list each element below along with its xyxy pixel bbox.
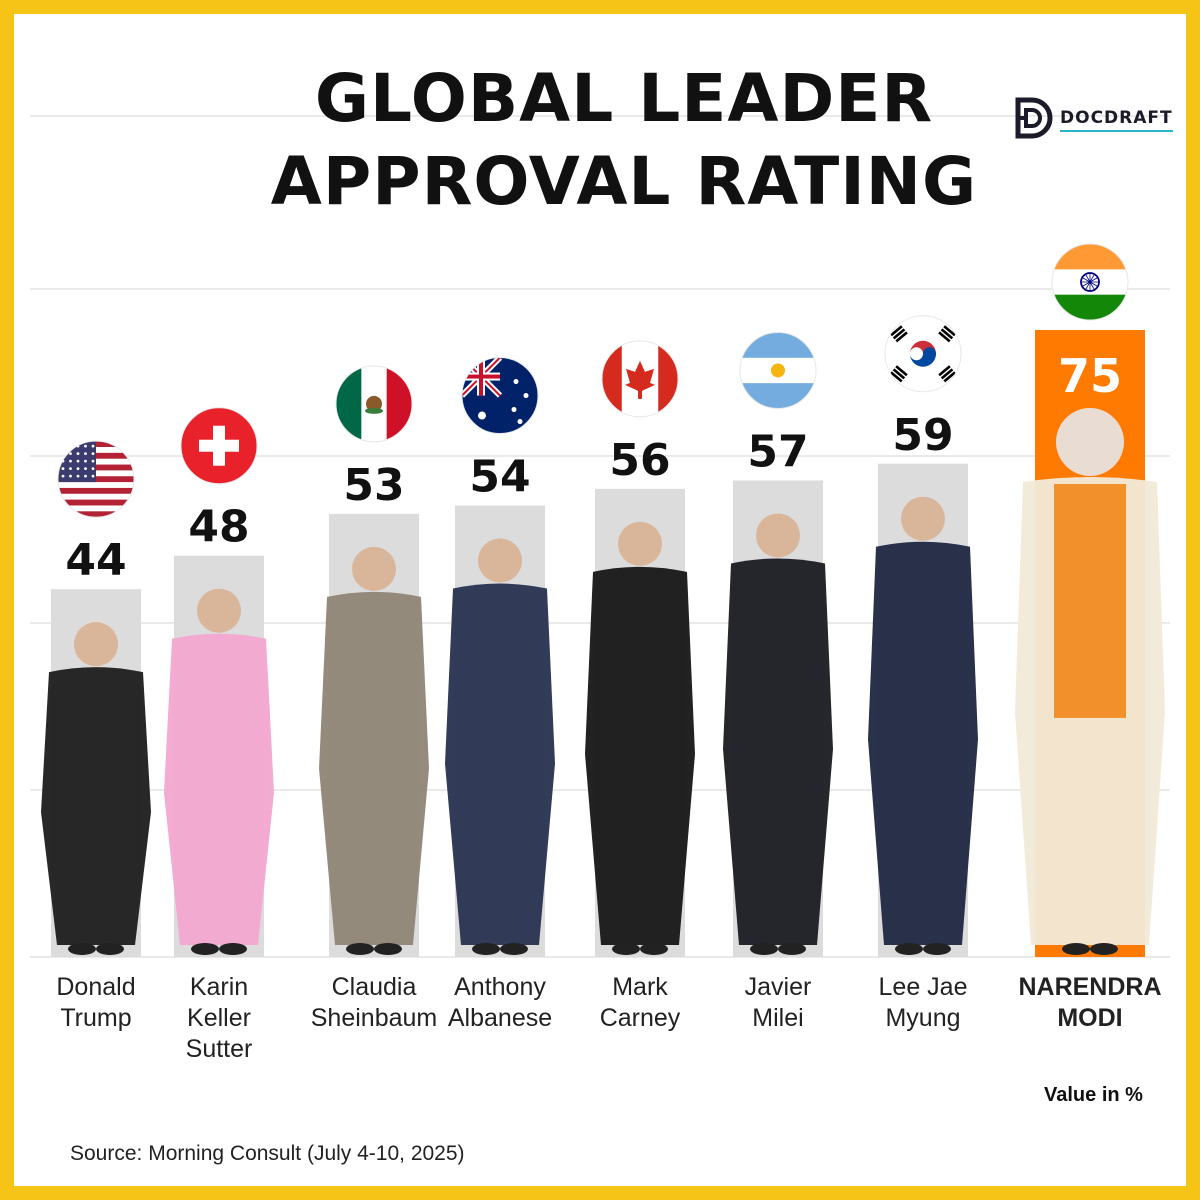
canada-flag-icon bbox=[601, 340, 679, 418]
data-label: 53 bbox=[343, 460, 404, 511]
bar-group: 59 Lee Jae Myung bbox=[868, 315, 978, 1032]
leader-figure bbox=[319, 546, 429, 955]
australia-flag-icon bbox=[461, 357, 539, 435]
data-label: 56 bbox=[609, 435, 670, 486]
argentina-flag-icon bbox=[739, 331, 817, 409]
data-label: 54 bbox=[469, 452, 530, 503]
chart-title-line-1: GLOBAL LEADER bbox=[314, 60, 934, 137]
approval-bar-chart: 44 Donald Trump 48 Karin Keller Sutter 53 Claudi… bbox=[30, 115, 1170, 1063]
leader-figure bbox=[445, 538, 555, 955]
leader-figure bbox=[585, 521, 695, 955]
category-label: Lee Jae Myung bbox=[879, 973, 968, 1032]
bar-group: 53 Claudia Sheinbaum bbox=[311, 365, 437, 1032]
data-label: 48 bbox=[188, 502, 249, 553]
brand-name: DOCDRAFT bbox=[1060, 108, 1173, 132]
data-label: 59 bbox=[892, 410, 953, 461]
leader-figure bbox=[1015, 408, 1165, 955]
category-label: Claudia Sheinbaum bbox=[311, 973, 437, 1032]
category-label: Donald Trump bbox=[56, 973, 135, 1032]
bar-group: 56 Mark Carney bbox=[585, 340, 695, 1032]
bar-group: 75 NARENDRA MODI bbox=[1015, 243, 1165, 1032]
category-label: Mark Carney bbox=[600, 973, 681, 1032]
docdraft-logo-icon bbox=[1014, 96, 1054, 145]
bar-group: 44 Donald Trump bbox=[41, 440, 151, 1032]
category-label: NARENDRA MODI bbox=[1018, 973, 1161, 1032]
usa-flag-icon bbox=[57, 440, 135, 518]
source-note: Source: Morning Consult (July 4-10, 2025… bbox=[70, 1142, 465, 1165]
india-flag-icon bbox=[1051, 243, 1129, 321]
data-label: 75 bbox=[1058, 349, 1122, 403]
data-label: 57 bbox=[747, 426, 808, 477]
leader-figure bbox=[164, 588, 274, 955]
brand-logo: DOCDRAFT bbox=[1014, 96, 1173, 145]
mexico-flag-icon bbox=[335, 365, 413, 443]
category-label: Anthony Albanese bbox=[448, 973, 552, 1032]
switzerland-flag-icon bbox=[180, 407, 258, 485]
unit-note: Value in % bbox=[1044, 1084, 1143, 1106]
category-label: Javier Milei bbox=[745, 973, 812, 1032]
category-label: Karin Keller Sutter bbox=[186, 973, 253, 1063]
bar-group: 54 Anthony Albanese bbox=[445, 357, 555, 1032]
bar-group: 48 Karin Keller Sutter bbox=[164, 407, 274, 1063]
data-label: 44 bbox=[65, 535, 126, 586]
chart-title-line-2: APPROVAL RATING bbox=[270, 143, 978, 220]
south-korea-flag-icon bbox=[884, 315, 962, 393]
bar-group: 57 Javier Milei bbox=[723, 331, 833, 1032]
leader-figure bbox=[723, 513, 833, 955]
leader-figure bbox=[868, 496, 978, 955]
leader-figure bbox=[41, 622, 151, 955]
